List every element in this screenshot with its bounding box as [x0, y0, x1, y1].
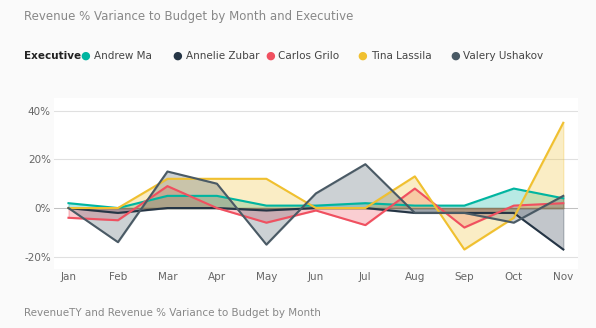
Text: Andrew Ma: Andrew Ma — [94, 51, 151, 61]
Text: Carlos Grilo: Carlos Grilo — [278, 51, 340, 61]
Text: ●: ● — [450, 51, 460, 61]
Text: Annelie Zubar: Annelie Zubar — [186, 51, 259, 61]
Text: Executive: Executive — [24, 51, 81, 61]
Text: ●: ● — [80, 51, 90, 61]
Text: RevenueTY and Revenue % Variance to Budget by Month: RevenueTY and Revenue % Variance to Budg… — [24, 308, 321, 318]
Text: Tina Lassila: Tina Lassila — [371, 51, 432, 61]
Text: Valery Ushakov: Valery Ushakov — [463, 51, 543, 61]
Text: ●: ● — [358, 51, 367, 61]
Text: ●: ● — [173, 51, 182, 61]
Text: ●: ● — [265, 51, 275, 61]
Text: Revenue % Variance to Budget by Month and Executive: Revenue % Variance to Budget by Month an… — [24, 10, 353, 23]
